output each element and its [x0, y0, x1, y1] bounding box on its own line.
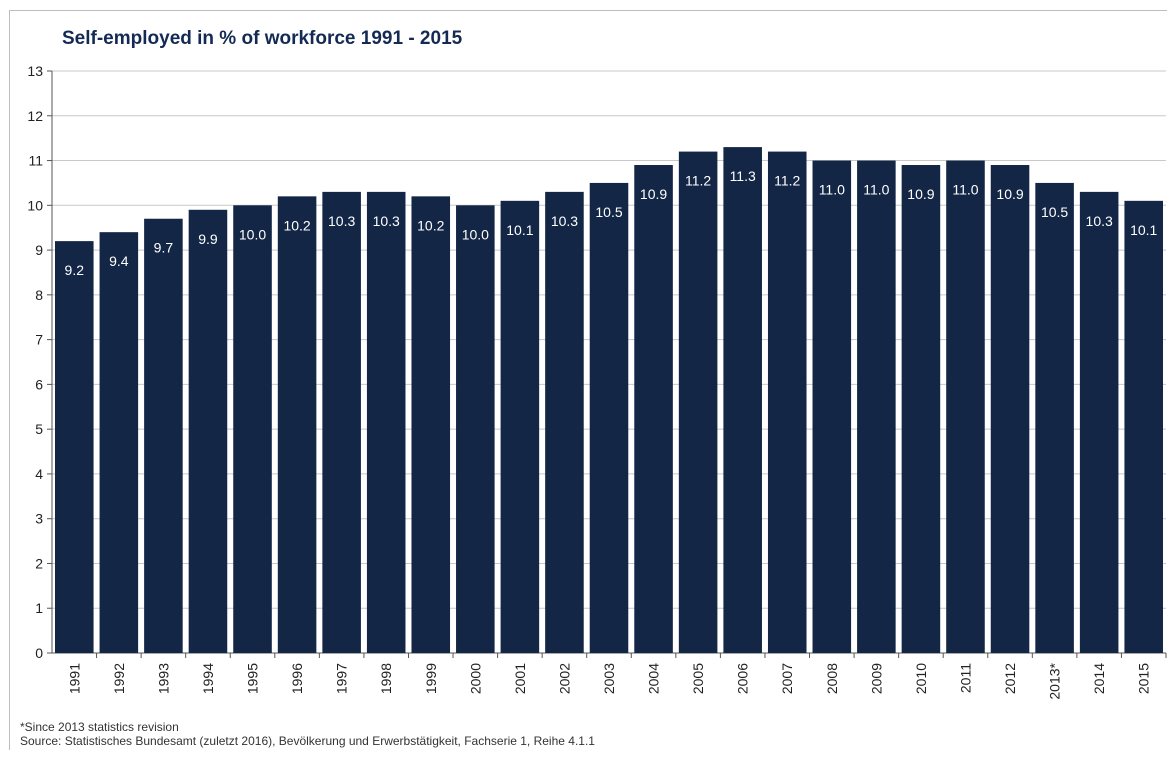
bar-2005 [678, 151, 718, 654]
x-tick-label: 1992 [111, 663, 127, 694]
footnote: *Since 2013 statistics revision [20, 720, 179, 734]
x-tick-label: 1994 [200, 663, 216, 694]
bar-value-label: 11.0 [863, 182, 889, 198]
x-tick-label: 1995 [245, 663, 261, 694]
y-tick-label: 1 [35, 600, 43, 616]
y-tick-label: 7 [35, 332, 43, 348]
x-tick-label: 1991 [66, 663, 82, 694]
bar-1998 [366, 191, 406, 653]
x-tick-label: 2001 [512, 663, 528, 694]
bar-1993 [144, 218, 183, 653]
bar-2001 [500, 200, 540, 654]
y-tick-label: 13 [27, 63, 43, 79]
x-tick-label: 2005 [690, 663, 706, 694]
bar-1994 [188, 209, 228, 654]
bar-2015 [1124, 200, 1163, 654]
x-tick-label: 2014 [1091, 663, 1107, 694]
bar-2010 [901, 165, 941, 653]
source-note: Source: Statistisches Bundesamt (zuletzt… [20, 734, 595, 748]
bar-value-label: 10.1 [1130, 222, 1157, 238]
x-tick-label: 2003 [601, 663, 617, 694]
y-tick-label: 2 [35, 555, 43, 571]
bar-2011 [946, 160, 985, 654]
x-tick-label: 2010 [913, 663, 929, 694]
bar-value-label: 9.2 [65, 262, 85, 278]
y-tick-label: 0 [35, 645, 43, 661]
bar-2014 [1079, 191, 1119, 653]
y-tick-label: 12 [27, 108, 43, 124]
bar-1999 [411, 196, 451, 653]
bar-2009 [857, 160, 896, 654]
x-tick-label: 2007 [779, 663, 795, 694]
bar-chart: 0123456789101112139.219919.419929.719939… [27, 63, 1167, 700]
y-tick-label: 4 [35, 466, 43, 482]
x-tick-label: 1996 [289, 663, 305, 694]
x-tick-label: 2012 [1002, 663, 1018, 694]
bar-value-label: 10.3 [551, 213, 578, 229]
bar-1997 [322, 191, 361, 653]
x-tick-label: 2011 [957, 663, 973, 693]
bar-value-label: 10.5 [1041, 204, 1068, 220]
bar-2013 [1035, 182, 1074, 653]
x-tick-label: 1993 [155, 663, 171, 694]
bar-value-label: 10.1 [506, 222, 533, 238]
x-tick-label: 1999 [423, 663, 439, 694]
bar-2008 [812, 160, 852, 654]
y-tick-label: 11 [28, 153, 43, 169]
bar-2002 [545, 191, 584, 653]
bar-2012 [990, 165, 1030, 653]
bar-2004 [634, 165, 673, 653]
bar-2006 [723, 147, 762, 653]
bar-1996 [277, 196, 317, 653]
x-tick-label: 2004 [646, 663, 662, 694]
y-tick-label: 3 [35, 511, 43, 527]
bar-value-label: 11.3 [730, 168, 756, 184]
bar-value-label: 11.0 [819, 182, 845, 198]
bar-value-label: 11.2 [685, 173, 711, 189]
bar-value-label: 10.9 [996, 186, 1023, 202]
x-tick-label: 2002 [556, 663, 572, 694]
bar-2003 [589, 182, 629, 653]
y-tick-label: 5 [35, 421, 43, 437]
x-tick-label: 1998 [378, 663, 394, 694]
bar-value-label: 10.5 [595, 204, 622, 220]
bar-1995 [233, 205, 272, 654]
bar-value-label: 10.0 [462, 226, 489, 242]
bar-value-label: 10.3 [373, 213, 400, 229]
x-tick-label: 2008 [824, 663, 840, 694]
bar-value-label: 9.9 [198, 231, 218, 247]
bar-2007 [767, 151, 807, 654]
bar-value-label: 9.4 [109, 253, 129, 269]
x-tick-label: 2006 [735, 663, 751, 694]
bar-2000 [456, 205, 495, 654]
y-tick-label: 8 [35, 287, 43, 303]
y-tick-label: 10 [27, 197, 43, 213]
y-tick-label: 6 [35, 376, 43, 392]
bar-1992 [99, 232, 139, 653]
x-tick-label: 1997 [334, 663, 350, 694]
bar-value-label: 10.9 [640, 186, 667, 202]
chart-frame [9, 10, 1167, 750]
x-tick-label: 2015 [1136, 663, 1152, 694]
x-tick-label: 2013* [1047, 662, 1063, 699]
x-tick-label: 2009 [868, 663, 884, 694]
bar-value-label: 11.2 [774, 173, 800, 189]
bar-value-label: 10.2 [283, 217, 310, 233]
bar-value-label: 10.9 [907, 186, 934, 202]
chart-title: Self-employed in % of workforce 1991 - 2… [62, 28, 463, 49]
bar-value-label: 10.3 [1086, 213, 1113, 229]
y-tick-label: 9 [35, 242, 43, 258]
bar-value-label: 9.7 [154, 240, 174, 256]
bar-value-label: 10.0 [239, 226, 266, 242]
bar-value-label: 10.2 [417, 217, 444, 233]
bar-value-label: 11.0 [952, 182, 978, 198]
x-tick-label: 2000 [467, 663, 483, 694]
bar-1991 [55, 241, 94, 653]
bar-value-label: 10.3 [328, 213, 355, 229]
